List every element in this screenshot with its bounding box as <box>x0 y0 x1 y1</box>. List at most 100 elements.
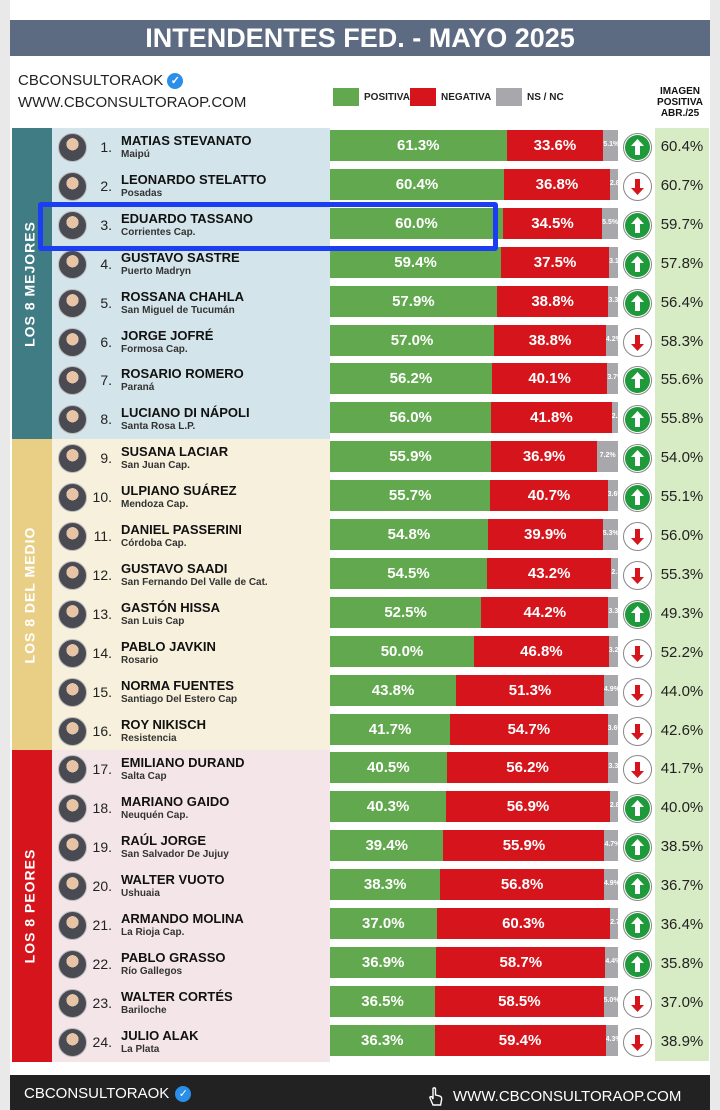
value-positiva: 43.8% <box>371 681 415 699</box>
value-positiva: 61.3% <box>396 137 440 154</box>
value-positiva: 56.2% <box>389 370 433 388</box>
city-name: Puerto Madryn <box>121 265 192 277</box>
bar-negativa <box>491 363 608 395</box>
avatar <box>58 1027 87 1057</box>
ranking-row: 22. PABLO GRASSO Río Gallegos 36.9% 58.7% 4.4… <box>0 945 720 984</box>
bar-positiva <box>330 635 474 667</box>
value-nsnc: 3.3% <box>608 296 618 304</box>
avatar <box>58 794 87 824</box>
value-negativa: 40.1% <box>528 370 571 388</box>
value-positiva: 41.7% <box>368 720 412 738</box>
title-bar: INTENDENTES FED. - MAYO 2025 <box>10 20 710 56</box>
arrow-down-icon <box>623 560 652 590</box>
bar-negativa <box>450 713 608 745</box>
value-nsnc: 4.2% <box>605 335 618 343</box>
mayor-name: ROY NIKISCH <box>121 716 206 732</box>
arrow-up-icon <box>623 794 652 824</box>
city-name: Santiago Del Estero Cap <box>121 693 238 705</box>
value-negativa: 41.8% <box>530 409 573 427</box>
bar-negativa <box>440 869 604 901</box>
bar-positiva <box>330 363 492 395</box>
avatar <box>58 444 87 474</box>
bar-nsnc <box>611 402 618 434</box>
previous-image-value: 35.8% <box>660 954 704 972</box>
arrow-up-icon <box>623 210 652 240</box>
right-frame <box>710 0 720 1110</box>
bar-nsnc <box>608 285 618 317</box>
value-negativa: 36.8% <box>535 175 579 193</box>
bar-negativa <box>502 207 603 239</box>
avatar <box>58 988 87 1018</box>
arrow-up-icon <box>623 599 652 629</box>
bar-nsnc <box>607 480 618 512</box>
ranking-row: 10. ULPIANO SUÁREZ Mendoza Cap. 55.7% 40.7% 3… <box>0 478 720 517</box>
bar-positiva <box>330 402 492 434</box>
ranking-row: 21. ARMANDO MOLINA La Rioja Cap. 37.0% 60.3%… <box>0 906 720 945</box>
city-name: San Luis Cap <box>121 615 185 627</box>
bar-nsnc <box>603 985 618 1017</box>
mayor-name: ULPIANO SUÁREZ <box>121 483 237 499</box>
value-positiva: 40.3% <box>366 798 410 816</box>
value-positiva: 37.0% <box>362 915 405 932</box>
value-positiva: 60.0% <box>395 214 438 232</box>
bar-positiva <box>330 557 487 589</box>
arrow-down-icon <box>623 327 652 357</box>
mayor-name: MATIAS STEVANATO <box>121 133 252 148</box>
value-negativa: 58.7% <box>499 953 543 971</box>
rank-number: 10. <box>92 489 112 506</box>
bar-positiva <box>330 1024 435 1056</box>
rank-number: 23. <box>92 994 112 1011</box>
bar-nsnc <box>602 207 618 239</box>
bar-negativa <box>503 168 610 200</box>
value-nsnc: 2.8% <box>609 179 618 187</box>
city-name: Bariloche <box>121 1004 167 1016</box>
city-name: San Miguel de Tucumán <box>121 304 235 316</box>
value-positiva: 55.7% <box>388 487 432 505</box>
bar-nsnc <box>608 635 618 667</box>
ranking-row: 3. EDUARDO TASSANO Corrientes Cap. 60.0% 34.… <box>0 206 720 245</box>
value-positiva: 52.5% <box>384 603 427 621</box>
footer-website[interactable]: WWW.CBCONSULTORAOP.COM <box>425 1085 681 1107</box>
avatar <box>58 949 87 979</box>
value-negativa: 36.9% <box>522 448 566 466</box>
avatar <box>58 327 87 357</box>
ranking-row: 15. NORMA FUENTES Santiago Del Estero Cap 4… <box>0 673 720 712</box>
bar-nsnc <box>608 596 618 628</box>
city-name: San Fernando Del Valle de Cat. <box>121 576 268 588</box>
arrow-down-icon <box>623 171 652 201</box>
arrow-down-icon <box>623 755 652 785</box>
legend-swatch-positiva <box>333 88 359 106</box>
value-negativa: 51.3% <box>508 681 552 699</box>
avatar <box>58 716 87 746</box>
city-name: Paraná <box>121 382 155 394</box>
value-nsnc: 4.7% <box>604 841 618 849</box>
arrow-up-icon <box>623 288 652 318</box>
bar-negativa <box>491 402 612 434</box>
mayor-name: WALTER CORTÉS <box>121 988 233 1004</box>
previous-image-value: 60.4% <box>660 138 704 155</box>
legend-label-negativa: NEGATIVA <box>441 91 492 103</box>
value-negativa: 60.3% <box>502 915 545 932</box>
avatar <box>58 599 87 629</box>
value-nsnc: 4.9% <box>603 685 618 693</box>
value-nsnc: 3.6% <box>607 491 618 499</box>
image-header-line-3: ABR./25 <box>660 108 700 119</box>
ranking-row: 13. GASTÓN HISSA San Luis Cap 52.5% 44.2% 3.3… <box>0 595 720 634</box>
mayor-name: SUSANA LACIAR <box>121 444 229 460</box>
bar-nsnc <box>605 946 618 978</box>
bar-negativa <box>487 519 603 550</box>
arrow-down-icon <box>623 1027 652 1057</box>
bar-nsnc <box>609 791 618 823</box>
mayor-name: NORMA FUENTES <box>121 677 234 693</box>
previous-image-value: 55.8% <box>660 410 704 428</box>
previous-image-value: 44.0% <box>660 682 704 700</box>
arrow-up-icon <box>623 366 652 396</box>
bar-nsnc <box>605 1024 618 1056</box>
arrow-up-icon <box>623 911 652 940</box>
arrow-up-icon <box>623 483 652 513</box>
avatar <box>58 677 87 707</box>
bar-nsnc <box>607 363 618 395</box>
arrow-up-icon <box>623 949 652 979</box>
bar-negativa <box>446 752 609 784</box>
